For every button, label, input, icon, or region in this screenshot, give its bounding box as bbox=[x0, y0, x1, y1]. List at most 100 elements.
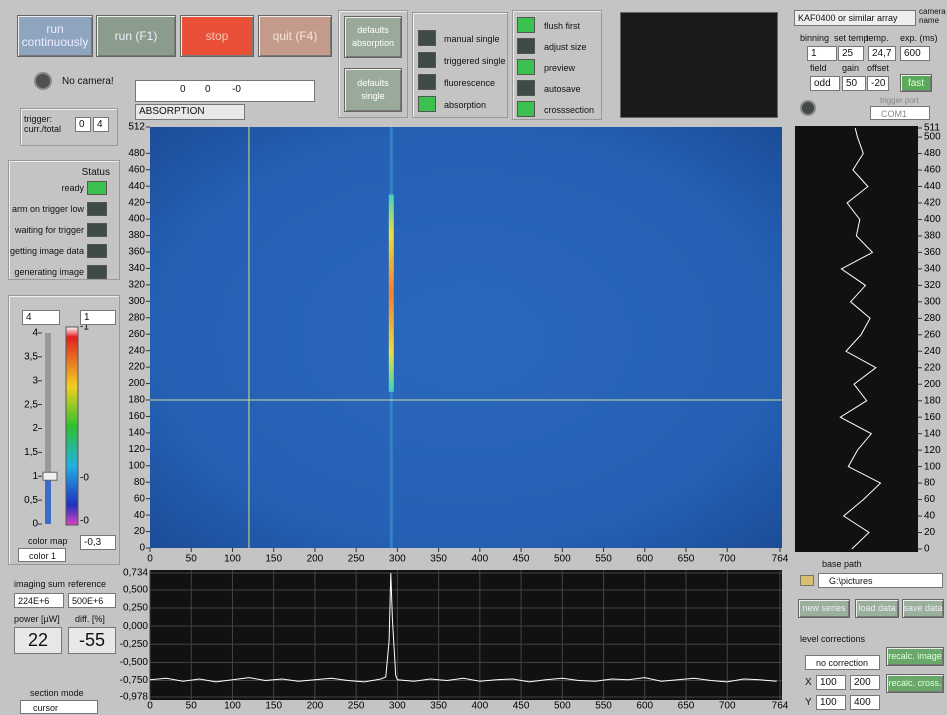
y-tick-label: 340 bbox=[924, 264, 941, 275]
input[interactable]: -0,3 bbox=[80, 535, 116, 550]
label: Y bbox=[805, 697, 812, 709]
led[interactable] bbox=[87, 202, 107, 216]
y-tick-label: 380 bbox=[128, 230, 145, 241]
button[interactable]: run continuously bbox=[17, 15, 93, 57]
y-tick-label: 320 bbox=[924, 280, 941, 291]
select[interactable]: color 1 bbox=[18, 548, 66, 562]
select[interactable]: COM1 bbox=[870, 106, 930, 120]
y-tick-label: 300 bbox=[924, 296, 941, 307]
y-tick-label: 440 bbox=[924, 181, 941, 192]
input[interactable]: -20 bbox=[867, 76, 889, 91]
led[interactable] bbox=[87, 265, 107, 279]
label: X bbox=[805, 677, 812, 689]
y-tick-label: 160 bbox=[128, 411, 145, 422]
led[interactable] bbox=[418, 74, 436, 90]
button[interactable]: defaults single bbox=[344, 68, 402, 112]
led[interactable] bbox=[87, 244, 107, 258]
button[interactable]: recalc. cross. bbox=[886, 674, 944, 693]
led[interactable] bbox=[517, 17, 535, 33]
input[interactable]: 4 bbox=[22, 310, 60, 325]
led[interactable] bbox=[418, 52, 436, 68]
x-tick-label: 600 bbox=[636, 701, 653, 712]
y-tick-label: 511 bbox=[924, 123, 940, 134]
y-tick-label: 512 bbox=[128, 122, 145, 133]
led[interactable] bbox=[517, 59, 535, 75]
input[interactable]: 600 bbox=[900, 46, 930, 61]
led[interactable] bbox=[517, 101, 535, 117]
y-tick-label: 360 bbox=[128, 247, 145, 258]
y-tick-label: 360 bbox=[924, 247, 941, 258]
y-tick-label: 420 bbox=[128, 197, 145, 208]
status-label: arm on trigger low bbox=[4, 203, 84, 215]
output: -55 bbox=[68, 627, 116, 654]
button[interactable]: defaults absorption bbox=[344, 16, 402, 58]
button[interactable]: load data bbox=[855, 599, 899, 618]
plot-area bbox=[795, 126, 918, 552]
led[interactable] bbox=[87, 223, 107, 237]
x-tick-label: 250 bbox=[348, 554, 365, 565]
led[interactable] bbox=[517, 80, 535, 96]
image-feature bbox=[389, 194, 394, 391]
y-tick-label: 0 bbox=[139, 543, 145, 554]
x-tick-label: 150 bbox=[265, 554, 282, 565]
led[interactable] bbox=[517, 38, 535, 54]
label: reference bbox=[68, 578, 106, 590]
y-tick-label: 300 bbox=[128, 296, 145, 307]
input[interactable]: 50 bbox=[842, 76, 866, 91]
cursor-x: 0 bbox=[180, 84, 202, 98]
y-tick-label: 280 bbox=[924, 313, 941, 324]
x-tick-label: 50 bbox=[186, 701, 198, 712]
select[interactable]: ABSORPTION bbox=[135, 104, 245, 120]
led[interactable] bbox=[418, 96, 436, 112]
input[interactable]: 25 bbox=[838, 46, 864, 61]
y-tick-label: 0,000 bbox=[123, 621, 148, 632]
select[interactable]: cursor bbox=[20, 700, 98, 714]
y-tick-label: 280 bbox=[128, 312, 145, 323]
label: temp. bbox=[866, 32, 889, 44]
x-tick-label: 0 bbox=[147, 554, 153, 565]
y-tick-label: 60 bbox=[924, 494, 936, 505]
led[interactable] bbox=[418, 30, 436, 46]
y-tick-label: 260 bbox=[924, 329, 941, 340]
button[interactable]: run (F1) bbox=[96, 15, 176, 57]
x-tick-label: 650 bbox=[678, 554, 695, 565]
input[interactable]: G:\pictures bbox=[818, 573, 943, 588]
input[interactable]: 400 bbox=[850, 695, 880, 710]
button[interactable]: recalc. image bbox=[886, 647, 944, 666]
led[interactable] bbox=[87, 181, 107, 195]
led bbox=[34, 72, 52, 90]
button[interactable]: fast bbox=[900, 74, 932, 92]
input[interactable]: 200 bbox=[850, 675, 880, 690]
label: trigger: curr./total bbox=[24, 114, 72, 140]
input[interactable]: 1 bbox=[807, 46, 837, 61]
y-tick-label: 20 bbox=[924, 527, 936, 538]
input[interactable]: odd bbox=[810, 76, 840, 91]
button[interactable]: new series bbox=[798, 599, 850, 618]
y-tick-label: 220 bbox=[924, 362, 941, 373]
folder-icon[interactable] bbox=[800, 575, 814, 586]
y-tick-label: -0,250 bbox=[120, 639, 149, 650]
app-window: 43,532,521,510,50-1-0-002040608010012014… bbox=[0, 0, 947, 715]
input[interactable]: 100 bbox=[816, 675, 846, 690]
y-tick-label: 120 bbox=[924, 445, 941, 456]
input[interactable]: 500E+6 bbox=[68, 593, 116, 608]
option-label: autosave bbox=[544, 83, 581, 95]
input[interactable]: 1 bbox=[80, 310, 116, 325]
select[interactable]: no correction bbox=[805, 655, 880, 670]
button[interactable]: stop bbox=[180, 15, 254, 57]
output: 22 bbox=[14, 627, 62, 654]
y-tick-label: 460 bbox=[924, 165, 941, 176]
mode-label: manual single bbox=[444, 33, 500, 45]
option-label: crosssection bbox=[544, 104, 594, 116]
label: imaging sum bbox=[14, 578, 65, 590]
button[interactable]: save data bbox=[902, 599, 944, 618]
image bbox=[150, 127, 782, 548]
y-tick-label: 80 bbox=[924, 478, 936, 489]
panel bbox=[8, 295, 120, 565]
input[interactable]: 100 bbox=[816, 695, 846, 710]
button[interactable]: quit (F4) bbox=[258, 15, 332, 57]
y-tick-label: 60 bbox=[134, 493, 146, 504]
x-tick-label: 450 bbox=[513, 554, 530, 565]
y-tick-label: 260 bbox=[128, 329, 145, 340]
option-label: adjust size bbox=[544, 41, 587, 53]
